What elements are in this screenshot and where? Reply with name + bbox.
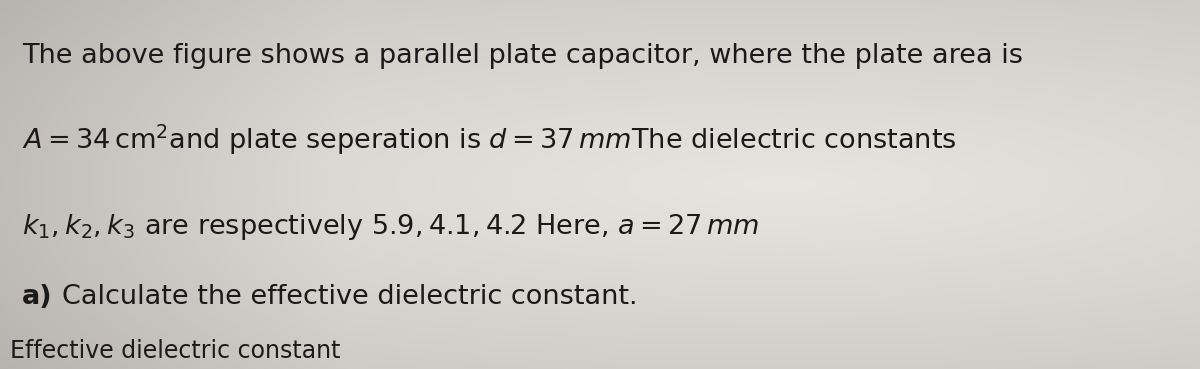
Text: $A = 34\,\mathrm{cm}^2$and plate seperation is $d = 37\,mm$The dielectric consta: $A = 34\,\mathrm{cm}^2$and plate seperat… [22, 123, 956, 158]
Text: The above figure shows a parallel plate capacitor, where the plate area is: The above figure shows a parallel plate … [22, 43, 1022, 69]
Text: $k_1, k_2, k_3$ are respectively $5.9, 4.1, 4.2$ Here, $a = 27\,mm$: $k_1, k_2, k_3$ are respectively $5.9, 4… [22, 212, 760, 242]
Text: Calculate the effective dielectric constant.: Calculate the effective dielectric const… [61, 284, 637, 310]
Text: a): a) [22, 284, 53, 310]
Text: Effective dielectric constant: Effective dielectric constant [10, 339, 341, 363]
